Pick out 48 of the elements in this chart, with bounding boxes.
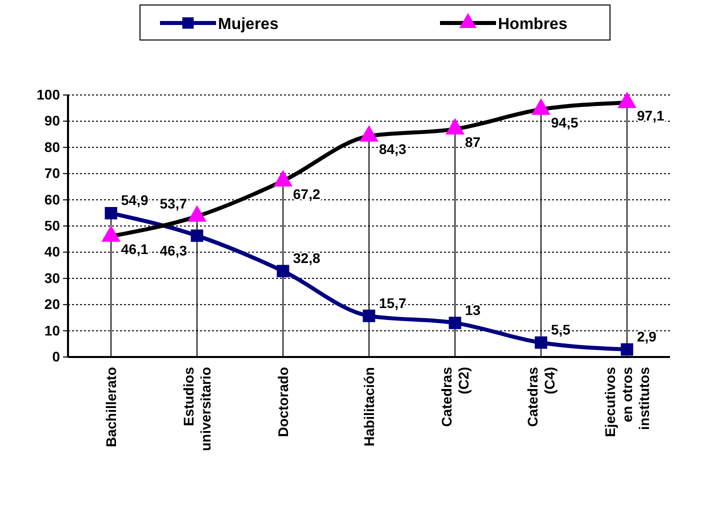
- point: [276, 264, 290, 278]
- point: [360, 126, 378, 142]
- point: [532, 98, 550, 115]
- point: [188, 206, 206, 222]
- y-tick-label: 0: [52, 348, 60, 364]
- x-tick-label: Ejecutivos en otros institutos: [602, 366, 652, 438]
- y-tick-label: 10: [44, 322, 60, 338]
- data-label: 32,8: [293, 250, 320, 266]
- point: [362, 310, 376, 322]
- y-tick-label: 20: [44, 296, 60, 312]
- y-tick-label: 50: [44, 217, 60, 234]
- data-label: 15,7: [379, 294, 406, 311]
- point: [102, 226, 120, 242]
- y-tick-label: 60: [44, 191, 60, 208]
- y-tick-label: 80: [44, 138, 60, 155]
- legend-label: Mujeres: [218, 16, 279, 33]
- point: [534, 336, 548, 349]
- point: [274, 170, 292, 186]
- point: [446, 118, 464, 135]
- data-label: 53,7: [160, 195, 188, 212]
- data-label: 84,3: [379, 141, 406, 158]
- data-label: 13: [465, 302, 481, 318]
- data-label: 54,9: [121, 192, 148, 208]
- data-label: 87: [465, 134, 481, 150]
- x-tick-label: Estudios universitario: [180, 366, 214, 452]
- x-tick-label: Doctorado: [275, 367, 291, 437]
- data-label: 2,9: [637, 328, 657, 344]
- point: [190, 229, 204, 242]
- point: [620, 343, 634, 356]
- x-tick-label: Habilitación: [361, 367, 377, 446]
- y-tick-label: 70: [44, 165, 60, 182]
- data-label: 5,5: [551, 322, 571, 338]
- point: [104, 206, 118, 220]
- point: [618, 92, 636, 108]
- y-tick-label: 40: [44, 244, 60, 260]
- x-tick-label: Bachillerato: [103, 367, 119, 448]
- y-tick-label: 100: [36, 86, 60, 102]
- x-tick-label: Catedras (C4): [524, 366, 558, 427]
- x-tick-label: Catedras (C2): [438, 366, 472, 427]
- point: [448, 316, 462, 330]
- data-label: 67,2: [293, 186, 320, 202]
- data-label: 97,1: [637, 108, 664, 124]
- data-label: 46,1: [121, 241, 148, 258]
- y-tick-label: 90: [44, 112, 60, 129]
- data-label: 94,5: [551, 114, 578, 130]
- data-label: 46,3: [160, 242, 188, 259]
- y-tick-label: 30: [44, 270, 60, 286]
- legend-label: Hombres: [498, 16, 568, 33]
